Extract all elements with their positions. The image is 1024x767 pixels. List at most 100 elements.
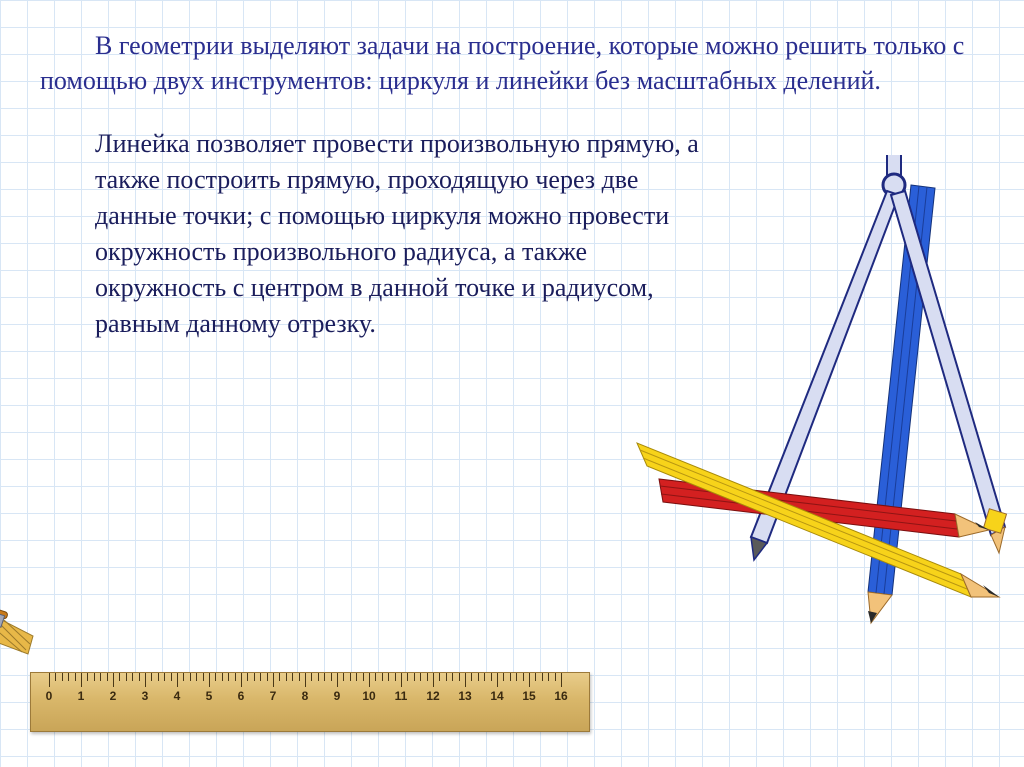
ruler-tick-minor: [548, 673, 549, 681]
ruler-tick-major: [401, 673, 402, 687]
ruler-label: 8: [302, 689, 309, 703]
ruler-tick-minor: [94, 673, 95, 681]
ruler-tick-minor: [452, 673, 453, 681]
ruler-tick-minor: [439, 673, 440, 681]
ruler-tick-minor: [414, 673, 415, 681]
ruler-label: 6: [238, 689, 245, 703]
ruler-tick-minor: [363, 673, 364, 681]
ruler-tick-minor: [126, 673, 127, 681]
ruler-tick-minor: [535, 673, 536, 681]
slide-content: В геометрии выделяют задачи на построени…: [0, 0, 1024, 341]
ruler-tick-major: [433, 673, 434, 687]
ruler-tick-minor: [171, 673, 172, 681]
ruler-tick-minor: [107, 673, 108, 681]
ruler-tick-minor: [75, 673, 76, 681]
ruler-tick-minor: [484, 673, 485, 681]
ruler-tick-minor: [190, 673, 191, 681]
ruler-tick-minor: [247, 673, 248, 681]
ruler-tick-minor: [215, 673, 216, 681]
ruler-body: 012345678910111213141516: [30, 672, 590, 732]
ruler-label: 1: [78, 689, 85, 703]
ruler-tick-major: [529, 673, 530, 687]
ruler-tick-minor: [279, 673, 280, 681]
ruler-tick-minor: [318, 673, 319, 681]
ruler-label: 2: [110, 689, 117, 703]
ruler-tick-minor: [427, 673, 428, 681]
ruler-tick-major: [465, 673, 466, 687]
ruler-label: 13: [458, 689, 471, 703]
ruler-tick-minor: [286, 673, 287, 681]
ruler-tick-minor: [183, 673, 184, 681]
ruler-tick-minor: [478, 673, 479, 681]
ruler-tick-major: [209, 673, 210, 687]
paragraph-intro: В геометрии выделяют задачи на построени…: [40, 28, 984, 98]
ruler-tick-minor: [235, 673, 236, 681]
ruler-tick-minor: [100, 673, 101, 681]
ruler-tick-minor: [375, 673, 376, 681]
ruler-tick-minor: [158, 673, 159, 681]
ruler-label: 5: [206, 689, 213, 703]
ruler-tick-minor: [510, 673, 511, 681]
ruler-tick-major: [81, 673, 82, 687]
ruler-tick-minor: [62, 673, 63, 681]
ruler-tick-minor: [350, 673, 351, 681]
ruler-tick-major: [561, 673, 562, 687]
ruler-tick-minor: [119, 673, 120, 681]
ruler-tick-minor: [343, 673, 344, 681]
ruler-tick-minor: [471, 673, 472, 681]
ruler-tick-minor: [196, 673, 197, 681]
ruler-tick-minor: [68, 673, 69, 681]
ruler-label: 0: [46, 689, 53, 703]
ruler-tick-minor: [491, 673, 492, 681]
ruler-label: 11: [395, 689, 408, 703]
ruler-tick-minor: [503, 673, 504, 681]
ruler-label: 9: [334, 689, 341, 703]
ruler-tick-major: [497, 673, 498, 687]
ruler-tick-minor: [382, 673, 383, 681]
ruler-tick-minor: [132, 673, 133, 681]
ruler-tick-minor: [395, 673, 396, 681]
ruler-tick-major: [113, 673, 114, 687]
ruler-tick-major: [273, 673, 274, 687]
ruler-tick-major: [177, 673, 178, 687]
ruler-tick-minor: [542, 673, 543, 681]
ruler-tick-minor: [260, 673, 261, 681]
ruler-tick-major: [369, 673, 370, 687]
ruler-tick-minor: [267, 673, 268, 681]
ruler-tick-minor: [446, 673, 447, 681]
ruler-tick-major: [145, 673, 146, 687]
ruler-tick-major: [305, 673, 306, 687]
ruler-tick-minor: [388, 673, 389, 681]
ruler-label: 7: [270, 689, 277, 703]
ruler-tick-minor: [55, 673, 56, 681]
ruler-tick-minor: [254, 673, 255, 681]
ruler-label: 12: [426, 689, 439, 703]
ruler-tick-minor: [151, 673, 152, 681]
paragraph-body: Линейка позволяет провести произвольную …: [40, 126, 984, 341]
ruler-tick-minor: [139, 673, 140, 681]
ruler-label: 15: [522, 689, 535, 703]
ruler-tick-minor: [356, 673, 357, 681]
ruler-tick-minor: [555, 673, 556, 681]
ruler-tick-minor: [331, 673, 332, 681]
ruler-label: 10: [362, 689, 375, 703]
ruler-tick-minor: [299, 673, 300, 681]
ruler-label: 16: [554, 689, 567, 703]
ruler-tick-minor: [311, 673, 312, 681]
ruler-tick-major: [241, 673, 242, 687]
broom-icon: [0, 604, 38, 659]
ruler-tick-minor: [228, 673, 229, 681]
ruler-tick-minor: [292, 673, 293, 681]
ruler-tick-minor: [324, 673, 325, 681]
ruler-tick-minor: [164, 673, 165, 681]
ruler-tick-minor: [523, 673, 524, 681]
ruler-tick-minor: [459, 673, 460, 681]
ruler-tick-minor: [203, 673, 204, 681]
ruler-tick-major: [337, 673, 338, 687]
ruler-label: 14: [490, 689, 503, 703]
ruler-tick-minor: [87, 673, 88, 681]
ruler-tick-major: [49, 673, 50, 687]
ruler-tick-minor: [222, 673, 223, 681]
ruler-icon: 012345678910111213141516: [30, 672, 590, 732]
ruler-label: 3: [142, 689, 149, 703]
